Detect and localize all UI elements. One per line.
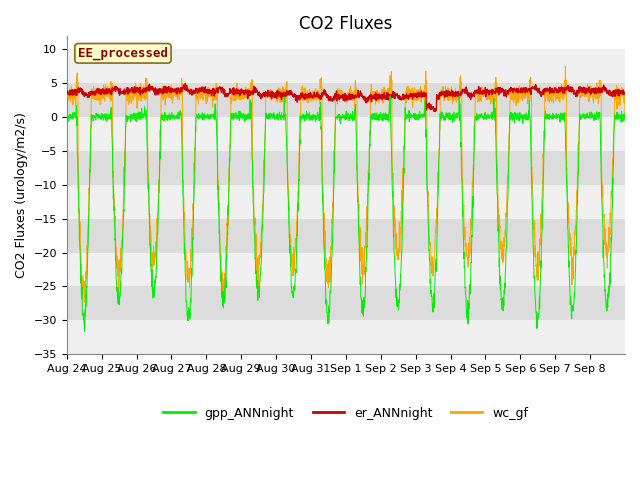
Bar — [67, 287, 625, 320]
Bar — [67, 252, 625, 287]
Y-axis label: CO2 Fluxes (urology/m2/s): CO2 Fluxes (urology/m2/s) — [15, 112, 28, 278]
Bar — [67, 185, 625, 219]
Text: EE_processed: EE_processed — [78, 47, 168, 60]
Bar — [67, 84, 625, 117]
Bar — [67, 320, 625, 354]
Legend: gpp_ANNnight, er_ANNnight, wc_gf: gpp_ANNnight, er_ANNnight, wc_gf — [158, 402, 534, 425]
Bar — [67, 49, 625, 84]
Bar — [67, 219, 625, 252]
Bar — [67, 151, 625, 185]
Title: CO2 Fluxes: CO2 Fluxes — [300, 15, 392, 33]
Bar — [67, 117, 625, 151]
